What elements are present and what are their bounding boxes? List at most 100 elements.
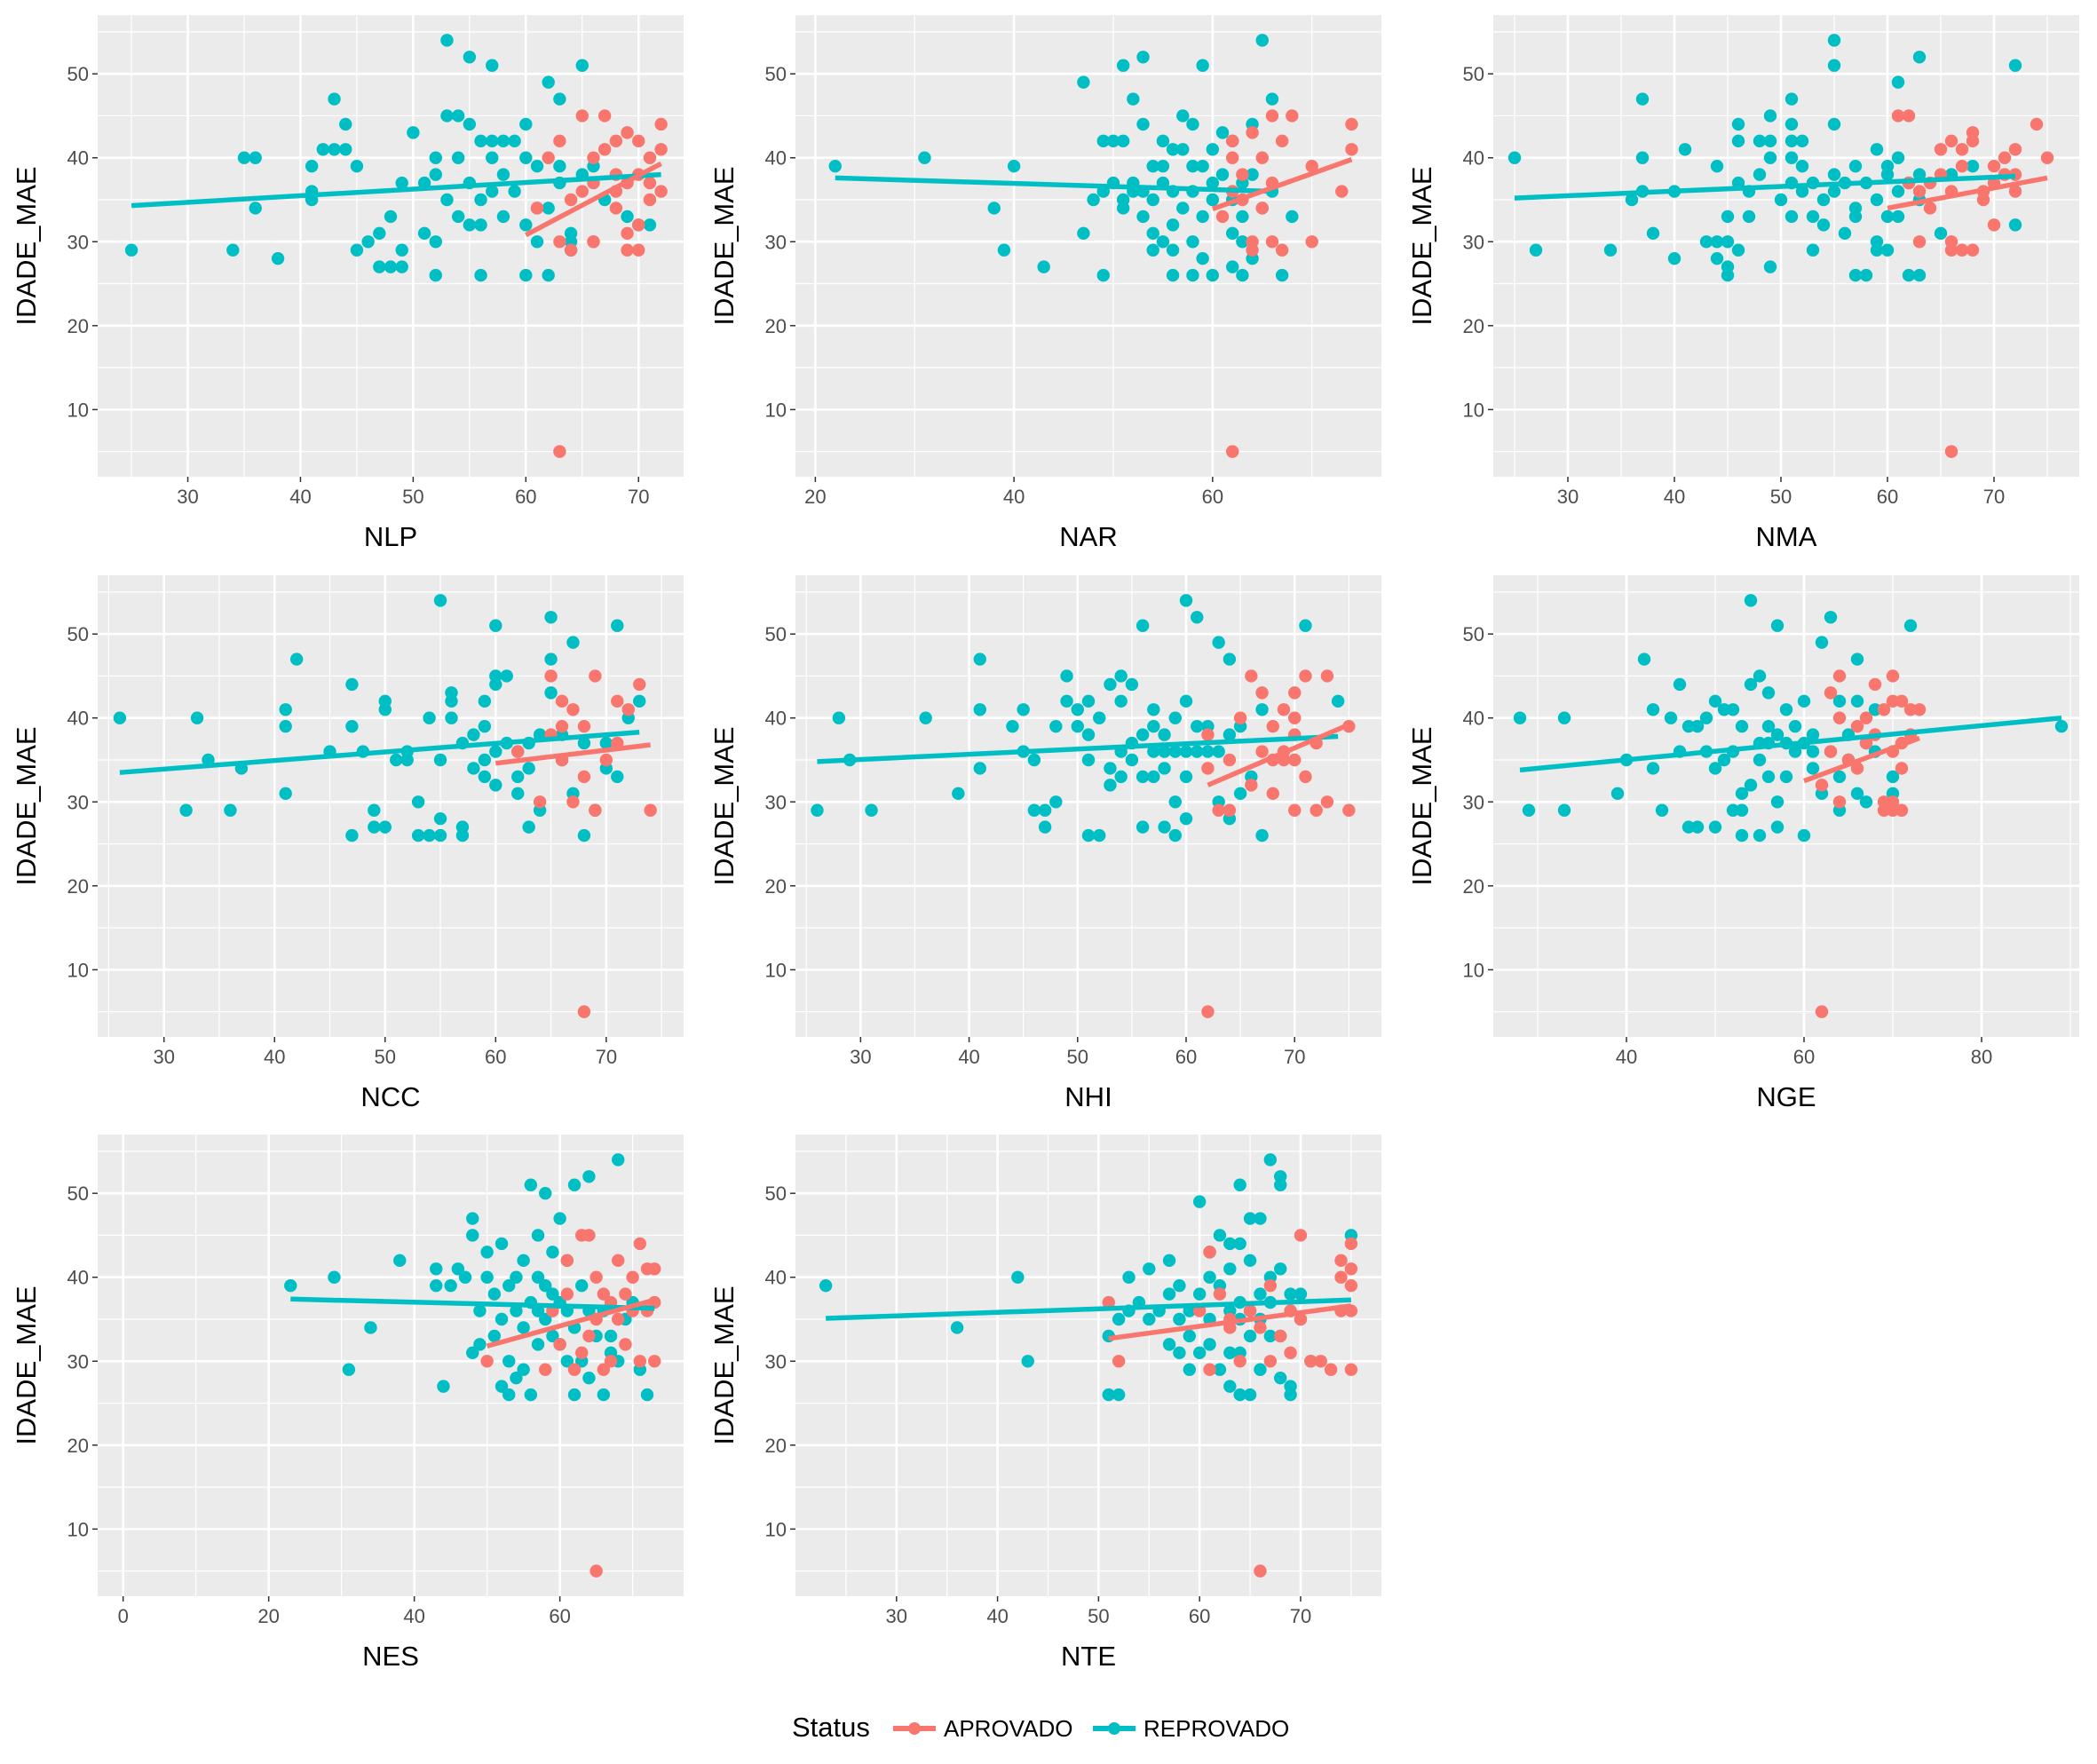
- data-point: [502, 1278, 516, 1293]
- data-point: [1955, 159, 1969, 173]
- data-point: [1763, 109, 1777, 123]
- data-point: [1116, 193, 1130, 207]
- data-point: [1255, 828, 1269, 842]
- data-point: [1173, 1278, 1186, 1293]
- data-point: [473, 1338, 487, 1351]
- data-point: [1255, 202, 1269, 215]
- data-point: [1112, 1312, 1126, 1326]
- y-tick-label: 30: [765, 791, 787, 813]
- data-point: [1255, 151, 1269, 164]
- data-point: [1788, 745, 1802, 758]
- data-point: [1254, 1564, 1267, 1578]
- data-point: [1226, 226, 1239, 241]
- data-point: [1987, 159, 2001, 173]
- data-point: [553, 92, 566, 106]
- data-point: [466, 1212, 479, 1225]
- data-point: [1254, 1287, 1267, 1301]
- data-point: [510, 1304, 523, 1317]
- data-point: [486, 59, 499, 72]
- data-point: [1870, 193, 1884, 207]
- data-point: [611, 619, 624, 632]
- data-point: [1331, 694, 1345, 708]
- data-point: [567, 1363, 582, 1376]
- data-point: [2008, 143, 2022, 156]
- data-point: [486, 134, 499, 148]
- data-point: [577, 1005, 591, 1018]
- x-axis-title: NAR: [1059, 521, 1117, 552]
- data-point: [429, 151, 442, 164]
- data-point: [361, 235, 375, 249]
- data-point: [542, 151, 555, 164]
- data-point: [1912, 168, 1927, 181]
- data-point: [1859, 795, 1873, 809]
- data-point: [480, 1246, 494, 1259]
- data-point: [393, 1254, 407, 1268]
- data-point: [249, 151, 262, 164]
- data-point: [590, 1564, 603, 1578]
- data-point: [429, 168, 442, 181]
- data-point: [1245, 669, 1258, 683]
- data-point: [1603, 243, 1618, 257]
- data-point: [1183, 1329, 1196, 1343]
- x-axis-title: NLP: [364, 521, 417, 552]
- x-tick-label: 40: [1616, 1046, 1637, 1068]
- data-point: [437, 1380, 450, 1393]
- data-point: [429, 268, 442, 282]
- y-tick-label: 30: [1463, 791, 1484, 813]
- data-point: [440, 109, 454, 123]
- data-point: [1236, 268, 1249, 282]
- data-point: [1179, 811, 1193, 826]
- data-point: [539, 1312, 552, 1326]
- data-point: [430, 1278, 443, 1293]
- data-point: [1299, 669, 1312, 683]
- data-point: [1294, 1229, 1308, 1242]
- x-axis-title: NGE: [1756, 1081, 1816, 1112]
- data-point: [1832, 770, 1847, 784]
- data-point: [395, 260, 408, 273]
- data-point: [495, 1312, 509, 1326]
- data-point: [1850, 787, 1864, 801]
- y-tick-label: 20: [67, 1435, 89, 1457]
- fit-line-reprovado: [290, 1296, 655, 1311]
- data-point: [1226, 134, 1239, 148]
- data-point: [1006, 719, 1019, 733]
- data-point: [1104, 779, 1117, 792]
- data-point: [1288, 803, 1302, 817]
- data-point: [1753, 669, 1767, 683]
- data-point: [632, 677, 646, 692]
- y-tick-label: 40: [765, 1267, 787, 1289]
- data-point: [582, 1329, 596, 1343]
- y-axis-title: IDADE_MAE: [11, 1285, 42, 1444]
- data-point: [564, 243, 578, 257]
- data-point: [474, 193, 487, 207]
- data-point: [1344, 1278, 1358, 1293]
- data-point: [474, 218, 487, 232]
- fit-line-aprovado: [1211, 157, 1353, 211]
- data-point: [1735, 719, 1749, 733]
- x-tick-label: 30: [1557, 486, 1579, 508]
- data-point: [1912, 268, 1927, 282]
- data-point: [621, 210, 634, 224]
- data-point: [553, 1212, 566, 1225]
- data-point: [1827, 117, 1841, 131]
- data-point: [1726, 803, 1740, 817]
- data-point: [582, 1170, 596, 1183]
- data-point: [1215, 126, 1230, 139]
- x-tick-label: 60: [1202, 486, 1223, 508]
- data-point: [517, 1321, 530, 1334]
- data-point: [1114, 770, 1128, 784]
- data-point: [522, 762, 535, 775]
- data-point: [1125, 753, 1139, 767]
- data-point: [467, 728, 480, 741]
- data-point: [486, 185, 499, 198]
- legend-title: Status: [792, 1712, 870, 1743]
- data-point: [599, 736, 613, 750]
- panel-background: [1493, 575, 2079, 1037]
- data-point: [1196, 251, 1209, 265]
- data-point: [1912, 703, 1927, 716]
- data-point: [643, 193, 657, 207]
- data-point: [1717, 703, 1731, 716]
- y-axis-title: IDADE_MAE: [708, 1285, 740, 1444]
- data-point: [1236, 235, 1249, 249]
- data-point: [279, 719, 292, 733]
